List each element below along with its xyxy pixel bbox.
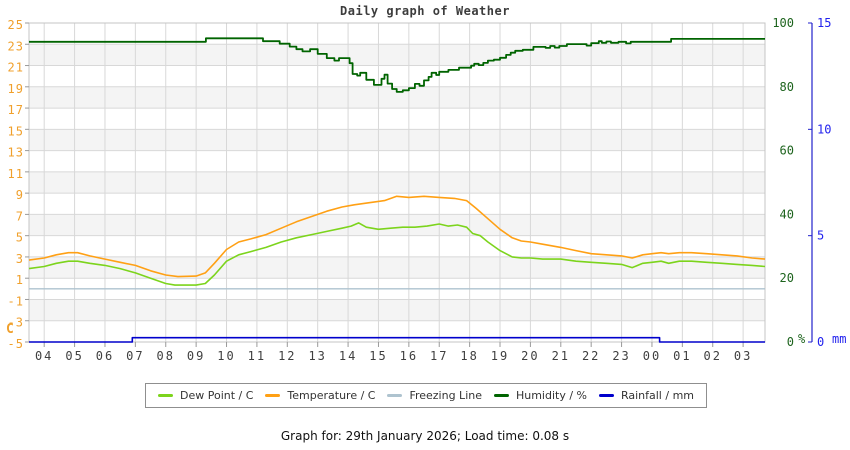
x-tick-label: 09 <box>187 349 205 363</box>
y-left-tick-label: -3 <box>8 316 24 330</box>
legend-swatch-dew-point <box>158 394 173 397</box>
x-tick-label: 15 <box>369 349 387 363</box>
plot-band <box>29 299 765 321</box>
x-tick-label: 00 <box>643 349 661 363</box>
x-tick-label: 06 <box>96 349 114 363</box>
plot-band <box>29 214 765 236</box>
legend-swatch-humidity <box>493 394 509 397</box>
y-mm-unit-label: mm <box>832 332 846 346</box>
y-pct-tick-label: 20 <box>780 271 794 285</box>
y-mm-tick-label: 5 <box>817 229 824 243</box>
y-pct-tick-label: 40 <box>780 207 794 221</box>
x-tick-label: 18 <box>460 349 478 363</box>
y-pct-unit-label: % <box>798 332 806 346</box>
x-tick-label: 20 <box>521 349 539 363</box>
y-left-tick-label: 23 <box>8 39 24 53</box>
legend-label-freezing-line: Freezing Line <box>409 389 482 402</box>
x-tick-label: 02 <box>704 349 722 363</box>
y-left-tick-label: 1 <box>16 273 24 287</box>
x-tick-label: 05 <box>65 349 83 363</box>
chart-legend: Dew Point / C Temperature / C Freezing Lin… <box>145 383 707 408</box>
x-tick-label: 12 <box>278 349 296 363</box>
x-tick-label: 17 <box>430 349 448 363</box>
legend-swatch-rainfall <box>598 394 614 397</box>
y-left-tick-label: 17 <box>8 103 24 117</box>
x-tick-label: 14 <box>339 349 357 363</box>
x-tick-label: 21 <box>552 349 570 363</box>
y-left-tick-label: 9 <box>16 188 24 202</box>
x-tick-label: 16 <box>400 349 418 363</box>
x-tick-label: 03 <box>734 349 752 363</box>
y-mm-tick-label: 0 <box>817 335 824 349</box>
y-left-tick-label: 11 <box>8 167 24 181</box>
temperature-series-line <box>28 195 766 278</box>
y-left-tick-label: -1 <box>8 294 24 308</box>
y-left-tick-label: 5 <box>16 231 24 245</box>
legend-label-dew-point: Dew Point / C <box>180 389 254 402</box>
y-pct-tick-label: 80 <box>780 80 794 94</box>
legend-swatch-temperature <box>265 394 281 397</box>
legend-label-humidity: Humidity / % <box>515 389 587 402</box>
x-tick-label: 11 <box>248 349 266 363</box>
legend-item-humidity: Humidity / % <box>493 389 587 402</box>
y-left-tick-label: 15 <box>8 124 24 138</box>
y-left-tick-label: 13 <box>8 146 24 160</box>
plot-band <box>29 171 765 194</box>
x-tick-label: 19 <box>491 349 509 363</box>
y-mm-tick-label: 10 <box>817 122 831 136</box>
plot-band <box>29 44 765 66</box>
y-pct-tick-label: 60 <box>780 144 794 158</box>
legend-label-rainfall: Rainfall / mm <box>620 389 694 402</box>
chart-footer-caption: Graph for: 29th January 2026; Load time:… <box>280 429 570 443</box>
legend-swatch-freezing-line <box>387 394 403 397</box>
legend-label-temperature: Temperature / C <box>287 389 376 402</box>
x-tick-label: 13 <box>308 349 326 363</box>
y-left-tick-label: 7 <box>16 209 24 223</box>
plot-band <box>29 86 765 109</box>
humidity-series-line <box>29 37 765 93</box>
x-tick-label: 23 <box>612 349 630 363</box>
legend-item-dew-point: Dew Point / C <box>158 389 253 402</box>
y-mm-tick-label: 15 <box>817 16 831 30</box>
y-left-tick-label: 21 <box>8 61 24 75</box>
x-tick-label: 07 <box>126 349 144 363</box>
x-tick-label: 22 <box>582 349 600 363</box>
legend-item-freezing-line: Freezing Line <box>387 389 482 402</box>
plot-frame <box>28 22 766 343</box>
y-left-tick-label: 3 <box>16 252 24 266</box>
chart-title: Daily graph of Weather <box>340 4 510 18</box>
y-left-tick-label: -5 <box>8 337 24 351</box>
y-pct-tick-label: 0 <box>787 335 794 349</box>
legend-item-rainfall: Rainfall / mm <box>598 389 694 402</box>
rainfall-series-line <box>29 336 765 343</box>
y-left-unit-label: C <box>6 322 14 337</box>
x-tick-label: 04 <box>35 349 53 363</box>
y-pct-tick-label: 100 <box>772 16 794 30</box>
legend-item-temperature: Temperature / C <box>265 389 375 402</box>
x-tick-label: 10 <box>217 349 235 363</box>
plot-band <box>29 129 765 151</box>
y-left-tick-label: 19 <box>8 82 24 96</box>
x-tick-label: 01 <box>673 349 691 363</box>
dew-point-series-line <box>28 222 766 286</box>
y-left-tick-label: 25 <box>8 18 24 32</box>
x-tick-label: 08 <box>157 349 175 363</box>
